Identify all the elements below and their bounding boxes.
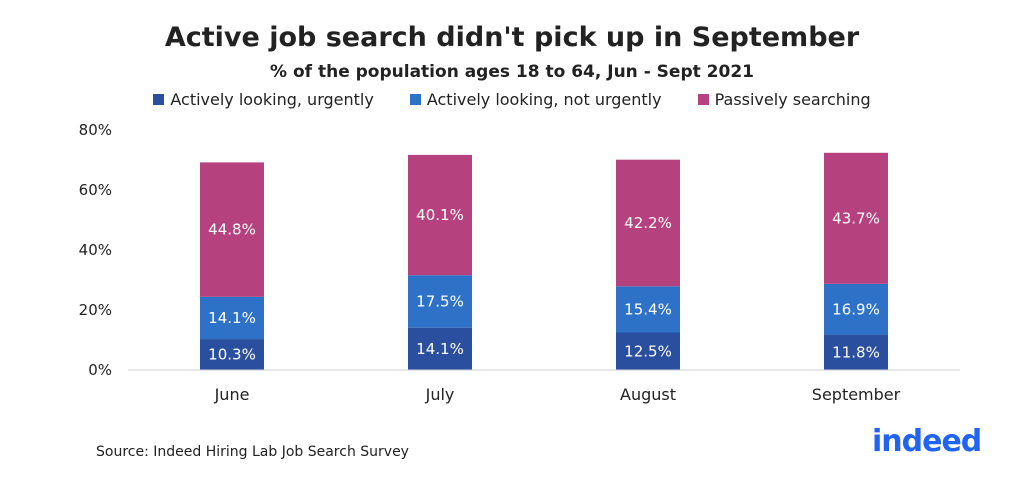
data-label: 14.1%: [416, 340, 464, 358]
bar-segment: [408, 275, 472, 328]
x-tick-label: July: [425, 385, 455, 404]
legend-item-not-urgent: Actively looking, not urgently: [409, 90, 662, 109]
legend-item-urgent: Actively looking, urgently: [153, 90, 374, 109]
bar-segment: [408, 327, 472, 370]
data-label: 16.9%: [832, 300, 880, 318]
y-tick-label: 0%: [88, 361, 112, 379]
legend-swatch-not-urgent: [409, 94, 421, 105]
indeed-logo: indeed: [872, 424, 982, 459]
y-tick-label: 80%: [79, 121, 112, 139]
data-label: 44.8%: [208, 221, 256, 239]
data-label: 42.2%: [624, 214, 672, 232]
data-label: 14.1%: [208, 309, 256, 327]
y-tick-label: 60%: [79, 181, 112, 199]
x-tick-label: September: [812, 385, 901, 404]
chart-subtitle: % of the population ages 18 to 64, Jun -…: [270, 62, 754, 82]
x-tick-label: August: [620, 385, 676, 404]
legend-label-passive: Passively searching: [714, 90, 871, 109]
chart-legend: Actively looking, urgently Actively look…: [0, 90, 1024, 109]
data-label: 40.1%: [416, 206, 464, 224]
y-tick-label: 40%: [79, 241, 112, 259]
data-label: 11.8%: [832, 343, 880, 361]
legend-label-not-urgent: Actively looking, not urgently: [426, 90, 662, 109]
bar-segment: [616, 332, 680, 370]
bar-segment: [616, 159, 680, 287]
stacked-bar-chart: 0% 20% 40% 60% 80% 10.3% 14.1% 44.8% June 14.1% 17…: [79, 121, 960, 404]
chart-title: Active job search didn't pick up in Sept…: [164, 22, 860, 53]
data-label: 10.3%: [208, 346, 256, 364]
bar-segment: [824, 152, 888, 284]
bar-segment: [200, 162, 264, 297]
bar-segment: [200, 339, 264, 370]
legend-item-passive: Passively searching: [697, 90, 871, 109]
x-tick-label: June: [214, 385, 250, 404]
data-label: 15.4%: [624, 300, 672, 318]
y-tick-label: 20%: [79, 301, 112, 319]
bar-segment: [408, 154, 472, 276]
legend-swatch-urgent: [153, 94, 165, 105]
bar-segment: [824, 334, 888, 370]
bar-segment: [616, 286, 680, 333]
bar-segment: [824, 283, 888, 335]
source-note: Source: Indeed Hiring Lab Job Search Sur…: [96, 444, 409, 460]
data-label: 17.5%: [416, 292, 464, 310]
legend-label-urgent: Actively looking, urgently: [170, 90, 374, 109]
bar-segment: [200, 296, 264, 340]
data-label: 12.5%: [624, 342, 672, 360]
data-label: 43.7%: [832, 209, 880, 227]
legend-swatch-passive: [697, 94, 709, 105]
